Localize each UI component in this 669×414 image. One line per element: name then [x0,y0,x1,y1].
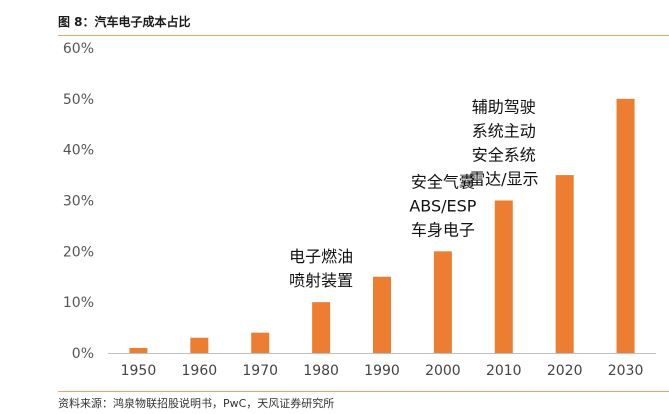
x-tick-label: 1980 [303,363,339,379]
x-tick-label: 2030 [608,363,644,379]
bar-2000 [433,251,452,353]
annotation-line: 安全气囊 [411,172,475,191]
bar-2030 [616,98,635,353]
annotation-line: 电子燃油 [289,247,353,266]
y-tick-label: 50% [63,92,94,108]
y-tick-label: 60% [63,41,94,57]
bar-2010 [494,200,513,353]
bar-1950 [129,347,148,353]
bar-2020 [555,175,574,353]
x-tick-label: 2000 [425,363,461,379]
source-note: 资料来源：鸿泉物联招股说明书，PwC，天风证券研究所 [58,397,335,410]
annotation-line: 喷射装置 [289,271,353,290]
bar-1970 [251,332,270,353]
x-tick-label: 1970 [242,363,278,379]
title-divider [58,35,669,36]
bar-1980 [312,302,331,353]
annotation-line: 辅助驾驶 [472,98,536,117]
x-tick-label: 1990 [364,363,400,379]
y-tick-label: 30% [63,194,94,210]
y-tick-label: 40% [63,143,94,159]
chart-title: 图 8：汽车电子成本占比 [58,15,191,29]
annotation-line: ABS/ESP [409,196,476,215]
x-tick-label: 1950 [121,363,157,379]
annotation-line: 车身电子 [411,220,475,239]
y-tick-label: 0% [72,346,94,362]
annotation-line: 雷达/显示 [469,170,538,189]
x-tick-label: 2010 [486,363,522,379]
y-tick-label: 10% [63,295,94,311]
x-tick-label: 2020 [547,363,583,379]
y-tick-label: 20% [63,244,94,260]
annotation-line: 系统主动 [472,122,536,141]
bar-1960 [190,337,209,353]
x-tick-label: 1960 [182,363,218,379]
annotation-line: 安全系统 [472,146,536,165]
bar-1990 [373,276,391,353]
source-divider [58,391,669,392]
